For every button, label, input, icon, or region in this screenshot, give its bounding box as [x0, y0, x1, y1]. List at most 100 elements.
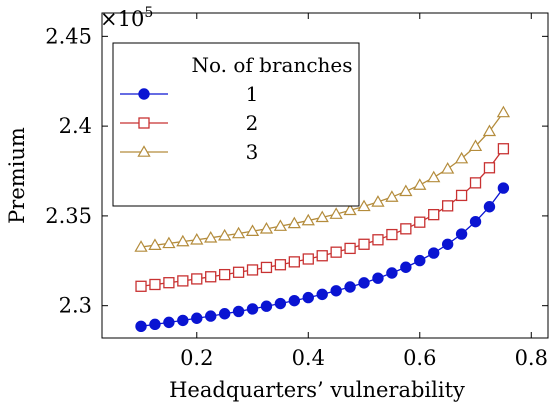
- data-point: [455, 228, 468, 240]
- data-point: [441, 238, 454, 250]
- data-point: [301, 213, 315, 226]
- data-point: [316, 250, 328, 262]
- y-tick-label: 2.45: [45, 24, 92, 48]
- data-point: [218, 228, 232, 241]
- data-point: [273, 219, 288, 231]
- legend-marker: [138, 117, 150, 129]
- data-point: [330, 246, 342, 258]
- legend-label: 2: [246, 111, 259, 135]
- data-point: [274, 297, 287, 310]
- series-1: [135, 182, 510, 333]
- data-point: [344, 281, 356, 293]
- data-point: [428, 247, 440, 259]
- data-point: [288, 256, 300, 268]
- data-point: [427, 170, 441, 183]
- data-point: [315, 210, 329, 223]
- data-point: [205, 271, 217, 283]
- data-point: [343, 203, 357, 216]
- ticks-layer: 0.2 0.4 0.6 0.8 2.3 2.35 2.4 2.45: [45, 13, 548, 370]
- data-point: [386, 228, 398, 241]
- data-point: [177, 314, 189, 327]
- data-point: [414, 254, 426, 267]
- data-point: [246, 303, 259, 315]
- data-point: [469, 177, 482, 189]
- legend-label: 3: [246, 140, 259, 164]
- data-point: [358, 277, 370, 289]
- data-point: [135, 320, 147, 333]
- data-point: [357, 199, 371, 212]
- data-point: [218, 308, 231, 320]
- x-tick-label: 0.8: [515, 346, 548, 370]
- legend-entry-3: 3: [120, 140, 258, 164]
- data-point: [259, 222, 274, 234]
- data-point: [260, 300, 273, 312]
- data-point: [190, 232, 204, 245]
- data-point: [162, 236, 176, 249]
- data-point: [329, 207, 343, 219]
- data-point: [302, 253, 314, 265]
- data-point: [232, 305, 245, 318]
- data-point: [245, 224, 260, 236]
- y-tick-label: 2.35: [45, 204, 92, 228]
- data-point: [358, 238, 370, 250]
- legend-title: No. of branches: [191, 53, 352, 77]
- y-axis-label: Premium: [5, 127, 29, 224]
- data-point: [372, 272, 384, 284]
- x-axis-label: Headquarters’ vulnerability: [169, 378, 465, 402]
- data-point: [482, 124, 497, 137]
- data-point: [274, 259, 287, 271]
- data-point: [260, 261, 273, 274]
- x-tick-label: 0.4: [292, 346, 325, 370]
- data-point: [400, 223, 412, 235]
- data-point: [469, 215, 482, 228]
- legend-entries: 1 2 3: [120, 82, 258, 164]
- data-point: [246, 264, 259, 276]
- series-layer: [134, 105, 511, 333]
- data-point: [149, 318, 161, 331]
- data-point: [372, 234, 384, 246]
- data-point: [218, 268, 231, 281]
- y-axis-multiplier: ×105: [100, 5, 153, 31]
- data-point: [483, 201, 496, 213]
- legend-marker: [138, 88, 150, 100]
- data-point: [149, 278, 161, 291]
- data-point: [191, 273, 203, 285]
- y-tick-label: 2.3: [59, 294, 92, 318]
- data-point: [135, 280, 147, 292]
- data-point: [454, 151, 469, 164]
- data-point: [483, 162, 496, 174]
- data-point: [205, 310, 217, 322]
- data-point: [385, 190, 399, 202]
- data-point: [497, 182, 510, 194]
- data-point: [330, 285, 342, 297]
- data-point: [371, 195, 385, 207]
- data-point: [163, 316, 175, 329]
- data-point: [455, 189, 468, 202]
- data-point: [163, 277, 175, 289]
- data-point: [399, 184, 413, 197]
- data-point: [302, 291, 314, 304]
- series-3: [134, 105, 511, 252]
- data-point: [204, 230, 218, 243]
- data-point: [134, 240, 148, 252]
- data-point: [413, 178, 427, 190]
- data-point: [232, 266, 245, 278]
- data-point: [414, 216, 426, 228]
- data-point: [288, 294, 301, 307]
- data-point: [148, 238, 162, 250]
- data-point: [344, 242, 356, 255]
- data-point: [287, 216, 301, 229]
- x-tick-label: 0.2: [180, 346, 213, 370]
- legend-box: [112, 42, 360, 207]
- plot-area-frame: [101, 12, 549, 339]
- data-point: [441, 162, 455, 174]
- data-point: [386, 267, 398, 279]
- legend-label: 1: [246, 82, 259, 106]
- legend-entry-1: 1: [120, 82, 258, 106]
- y-multiplier-base: ×105: [100, 5, 153, 31]
- y-tick-label: 2.4: [59, 114, 92, 138]
- legend-marker: [137, 145, 151, 157]
- data-point: [400, 261, 412, 273]
- legend-entry-2: 2: [120, 111, 258, 135]
